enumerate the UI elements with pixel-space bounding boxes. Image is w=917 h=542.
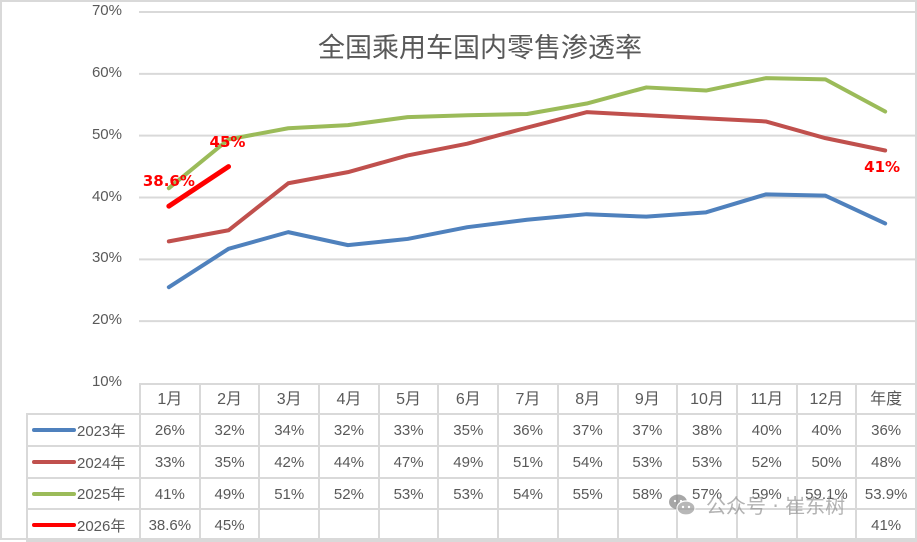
legend-label: 2023年 [77,422,126,440]
data-label: 41% [864,157,901,176]
y-tick-label: 50% [91,125,122,143]
table-cell: 40% [735,413,798,447]
legend-entry: 2024年 [26,445,141,479]
table-cell [497,508,559,542]
table-cell: 47% [377,445,440,479]
legend-label: 2025年 [77,486,126,503]
series-line [166,76,888,191]
table-cell: 35% [437,413,500,447]
legend-swatch [32,523,76,527]
table-header-cell: 3月 [258,383,321,415]
legend-entry: 2026年 [26,508,141,542]
table-cell: 55% [556,477,619,510]
table-cell: 50% [795,445,858,479]
y-tick-label: 60% [91,63,122,81]
y-tick-label: 20% [91,311,122,329]
table-cell: 36% [855,413,917,447]
table-cell: 32% [318,413,380,447]
table-header-cell: 10月 [676,383,738,415]
legend-swatch [32,491,76,496]
wechat-icon [668,493,696,517]
table-cell: 44% [318,445,380,479]
y-tick-label: 70% [91,1,122,19]
table-cell [437,508,500,542]
table-cell: 52% [735,445,798,479]
table-cell: 36% [497,413,559,447]
table-cell: 37% [616,413,679,447]
watermark: 公众号 · 崔东树 [668,490,845,519]
table-cell: 35% [198,445,261,479]
table-header-cell: 8月 [556,383,619,415]
series-line [166,110,888,244]
table-header-cell: 4月 [318,383,380,415]
table-header-cell: 5月 [377,383,440,415]
table-header-cell: 年度 [855,383,917,415]
table-cell: 51% [497,445,559,479]
y-tick-label: 10% [91,373,122,390]
table-cell: 33% [377,413,440,447]
chart-title: 全国乘用车国内零售渗透率 [318,33,642,64]
table-header-cell: 1月 [139,383,201,415]
table-cell [377,508,440,542]
table-cell: 42% [258,445,321,479]
series-line [166,192,888,290]
table-cell: 41% [139,477,201,510]
table-cell: 38.6% [139,508,201,542]
legend-entry: 2025年 [26,477,141,510]
table-cell: 53.9% [855,477,917,510]
table-cell: 54% [497,477,559,510]
table-header-cell: 9月 [616,383,679,415]
table-header-cell: 2月 [198,383,261,415]
table-cell: 41% [855,508,917,542]
table-cell: 53% [676,445,738,479]
table-cell [318,508,380,542]
legend-label: 2024年 [77,454,126,472]
table-cell [258,508,321,542]
table-header-cell: 11月 [735,383,798,415]
table-cell: 53% [437,477,500,510]
legend-label: 2026年 [77,517,126,535]
table-cell: 26% [139,413,201,447]
data-label: 38.6% [142,172,195,191]
legend-entry: 2023年 [26,413,141,447]
table-cell: 34% [258,413,321,447]
table-cell: 48% [855,445,917,479]
table-header-cell: 7月 [497,383,559,415]
data-label: 45% [209,132,246,151]
table-header-cell: 12月 [795,383,858,415]
legend-swatch [32,460,76,464]
table-cell: 32% [198,413,261,447]
table-cell: 49% [198,477,261,510]
table-cell: 40% [795,413,858,447]
table-cell [556,508,619,542]
table-cell: 49% [437,445,500,479]
table-header-cell: 6月 [437,383,500,415]
table-cell: 54% [556,445,619,479]
table-cell: 45% [198,508,261,542]
watermark-text: 公众号 · 崔东树 [706,494,846,518]
table-cell: 37% [556,413,619,447]
y-tick-label: 30% [91,249,122,267]
table-cell: 52% [318,477,380,510]
table-cell: 38% [676,413,738,447]
y-tick-label: 40% [91,187,122,205]
table-cell: 33% [139,445,201,479]
legend-swatch [32,428,76,432]
table-cell: 51% [258,477,321,510]
table-cell: 53% [377,477,440,510]
series-line [166,164,232,209]
table-cell: 53% [616,445,679,479]
